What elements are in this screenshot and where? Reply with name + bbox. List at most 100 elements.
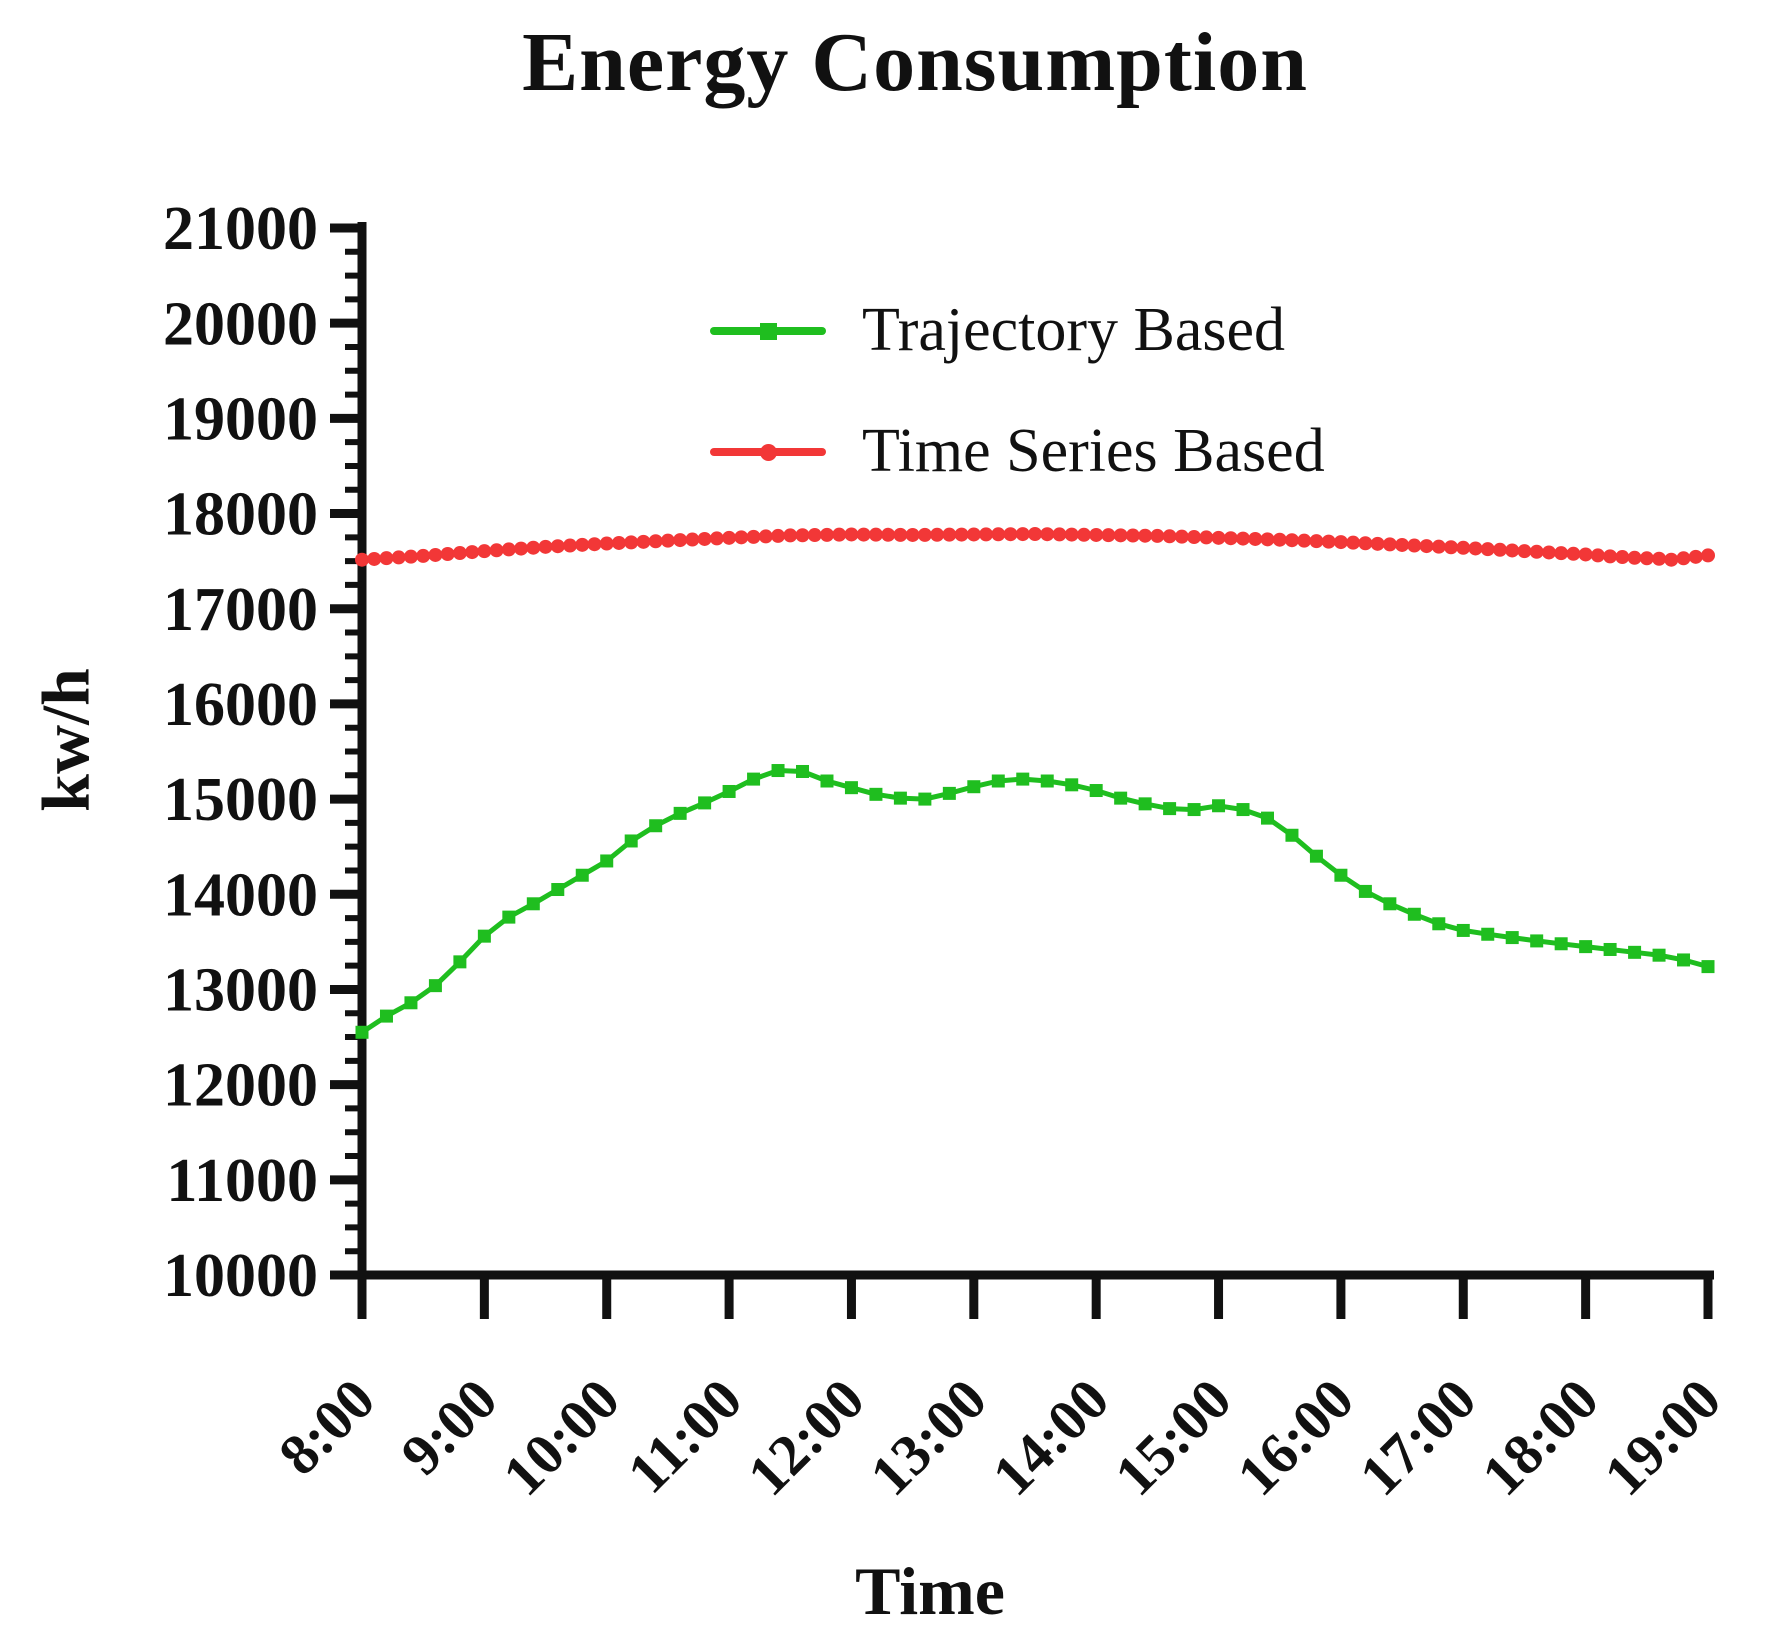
data-point <box>379 1009 393 1023</box>
data-point <box>1309 849 1323 863</box>
data-point <box>967 780 981 794</box>
data-point <box>1162 529 1177 544</box>
data-point <box>1480 542 1495 557</box>
data-point <box>856 527 871 542</box>
data-point <box>1065 778 1079 792</box>
data-point <box>954 527 969 542</box>
data-point <box>832 527 847 542</box>
data-point <box>698 796 712 810</box>
data-point <box>771 764 785 778</box>
data-point <box>673 533 688 548</box>
data-point <box>1101 528 1116 543</box>
data-point <box>367 551 382 566</box>
data-point <box>746 529 761 544</box>
x-tick-label: 17:00 <box>1347 1366 1489 1508</box>
data-point <box>1529 544 1544 559</box>
data-point <box>1089 784 1103 798</box>
data-point <box>1199 530 1214 545</box>
data-point <box>697 531 712 546</box>
data-point <box>1015 527 1030 542</box>
x-tick-label: 14:00 <box>980 1366 1122 1508</box>
data-point <box>1163 802 1177 816</box>
data-point <box>440 546 455 561</box>
legend-label-timeseries: Time Series Based <box>862 417 1325 485</box>
data-point <box>1505 931 1519 945</box>
data-series <box>355 527 1715 1039</box>
trajectory-series-line <box>360 768 1709 1035</box>
data-point <box>942 527 957 542</box>
x-tick-label: 9:00 <box>388 1366 509 1487</box>
x-axis-title: Time <box>855 1553 1005 1629</box>
data-point <box>1187 803 1201 817</box>
data-point <box>1615 550 1630 565</box>
y-tick-label: 17000 <box>163 576 318 644</box>
data-point <box>991 774 1005 788</box>
chart-title: Energy Consumption <box>522 16 1308 109</box>
data-point <box>1212 799 1226 813</box>
data-point <box>550 539 565 554</box>
legend-entry-timeseries: Time Series Based <box>710 416 1325 487</box>
data-point <box>1052 527 1067 542</box>
legend-circle-marker-icon <box>760 443 777 461</box>
data-point <box>819 527 834 542</box>
x-tick-label: 8:00 <box>266 1366 387 1487</box>
data-point <box>600 854 614 868</box>
data-point <box>807 528 822 543</box>
data-point <box>538 539 553 554</box>
y-tick-label: 10000 <box>163 1242 318 1310</box>
data-point <box>599 536 614 551</box>
data-point <box>404 996 418 1010</box>
data-point <box>1701 548 1715 563</box>
data-point <box>1639 551 1654 566</box>
data-point <box>1579 940 1593 954</box>
data-point <box>1530 934 1544 948</box>
data-point <box>1113 528 1128 543</box>
data-point <box>391 550 406 565</box>
data-point <box>1260 532 1275 547</box>
data-point <box>1138 528 1153 543</box>
legend-sample-trajectory <box>710 299 826 363</box>
data-point <box>355 1025 369 1039</box>
data-point <box>416 548 431 563</box>
data-point <box>1395 537 1410 552</box>
data-point <box>1505 543 1520 558</box>
axes <box>330 222 1714 1319</box>
data-point <box>1652 551 1667 566</box>
data-point <box>758 529 773 544</box>
data-point <box>930 527 945 542</box>
data-point <box>1285 828 1299 842</box>
data-point <box>942 786 956 800</box>
x-tick-label: 16:00 <box>1224 1366 1366 1508</box>
data-point <box>452 546 467 561</box>
y-tick-label: 18000 <box>163 481 318 549</box>
data-point <box>1040 774 1054 788</box>
data-point <box>1517 544 1532 559</box>
data-point <box>1334 868 1348 882</box>
data-point <box>1211 530 1226 545</box>
data-point <box>1432 917 1446 931</box>
data-point <box>477 544 492 559</box>
data-point <box>709 531 724 546</box>
y-tick-labels: 21000 20000 19000 18000 17000 16000 15000 14000… <box>163 195 318 1310</box>
data-point <box>1468 541 1483 556</box>
data-point <box>1628 945 1642 959</box>
data-point <box>1260 811 1274 825</box>
data-point <box>1383 897 1397 911</box>
data-point <box>722 530 737 545</box>
data-point <box>1456 540 1471 555</box>
data-point <box>660 533 675 548</box>
data-point <box>685 532 700 547</box>
data-point <box>1676 551 1691 566</box>
data-point <box>783 528 798 543</box>
data-point <box>428 547 443 562</box>
legend-label-trajectory: Trajectory Based <box>862 296 1286 364</box>
data-point <box>575 868 589 882</box>
y-tick-label: 16000 <box>163 671 318 739</box>
data-point <box>624 834 638 848</box>
data-point <box>966 527 981 542</box>
x-tick-label: 15:00 <box>1102 1366 1244 1508</box>
data-point <box>1150 528 1165 543</box>
data-point <box>1627 550 1642 565</box>
data-point <box>979 527 994 542</box>
